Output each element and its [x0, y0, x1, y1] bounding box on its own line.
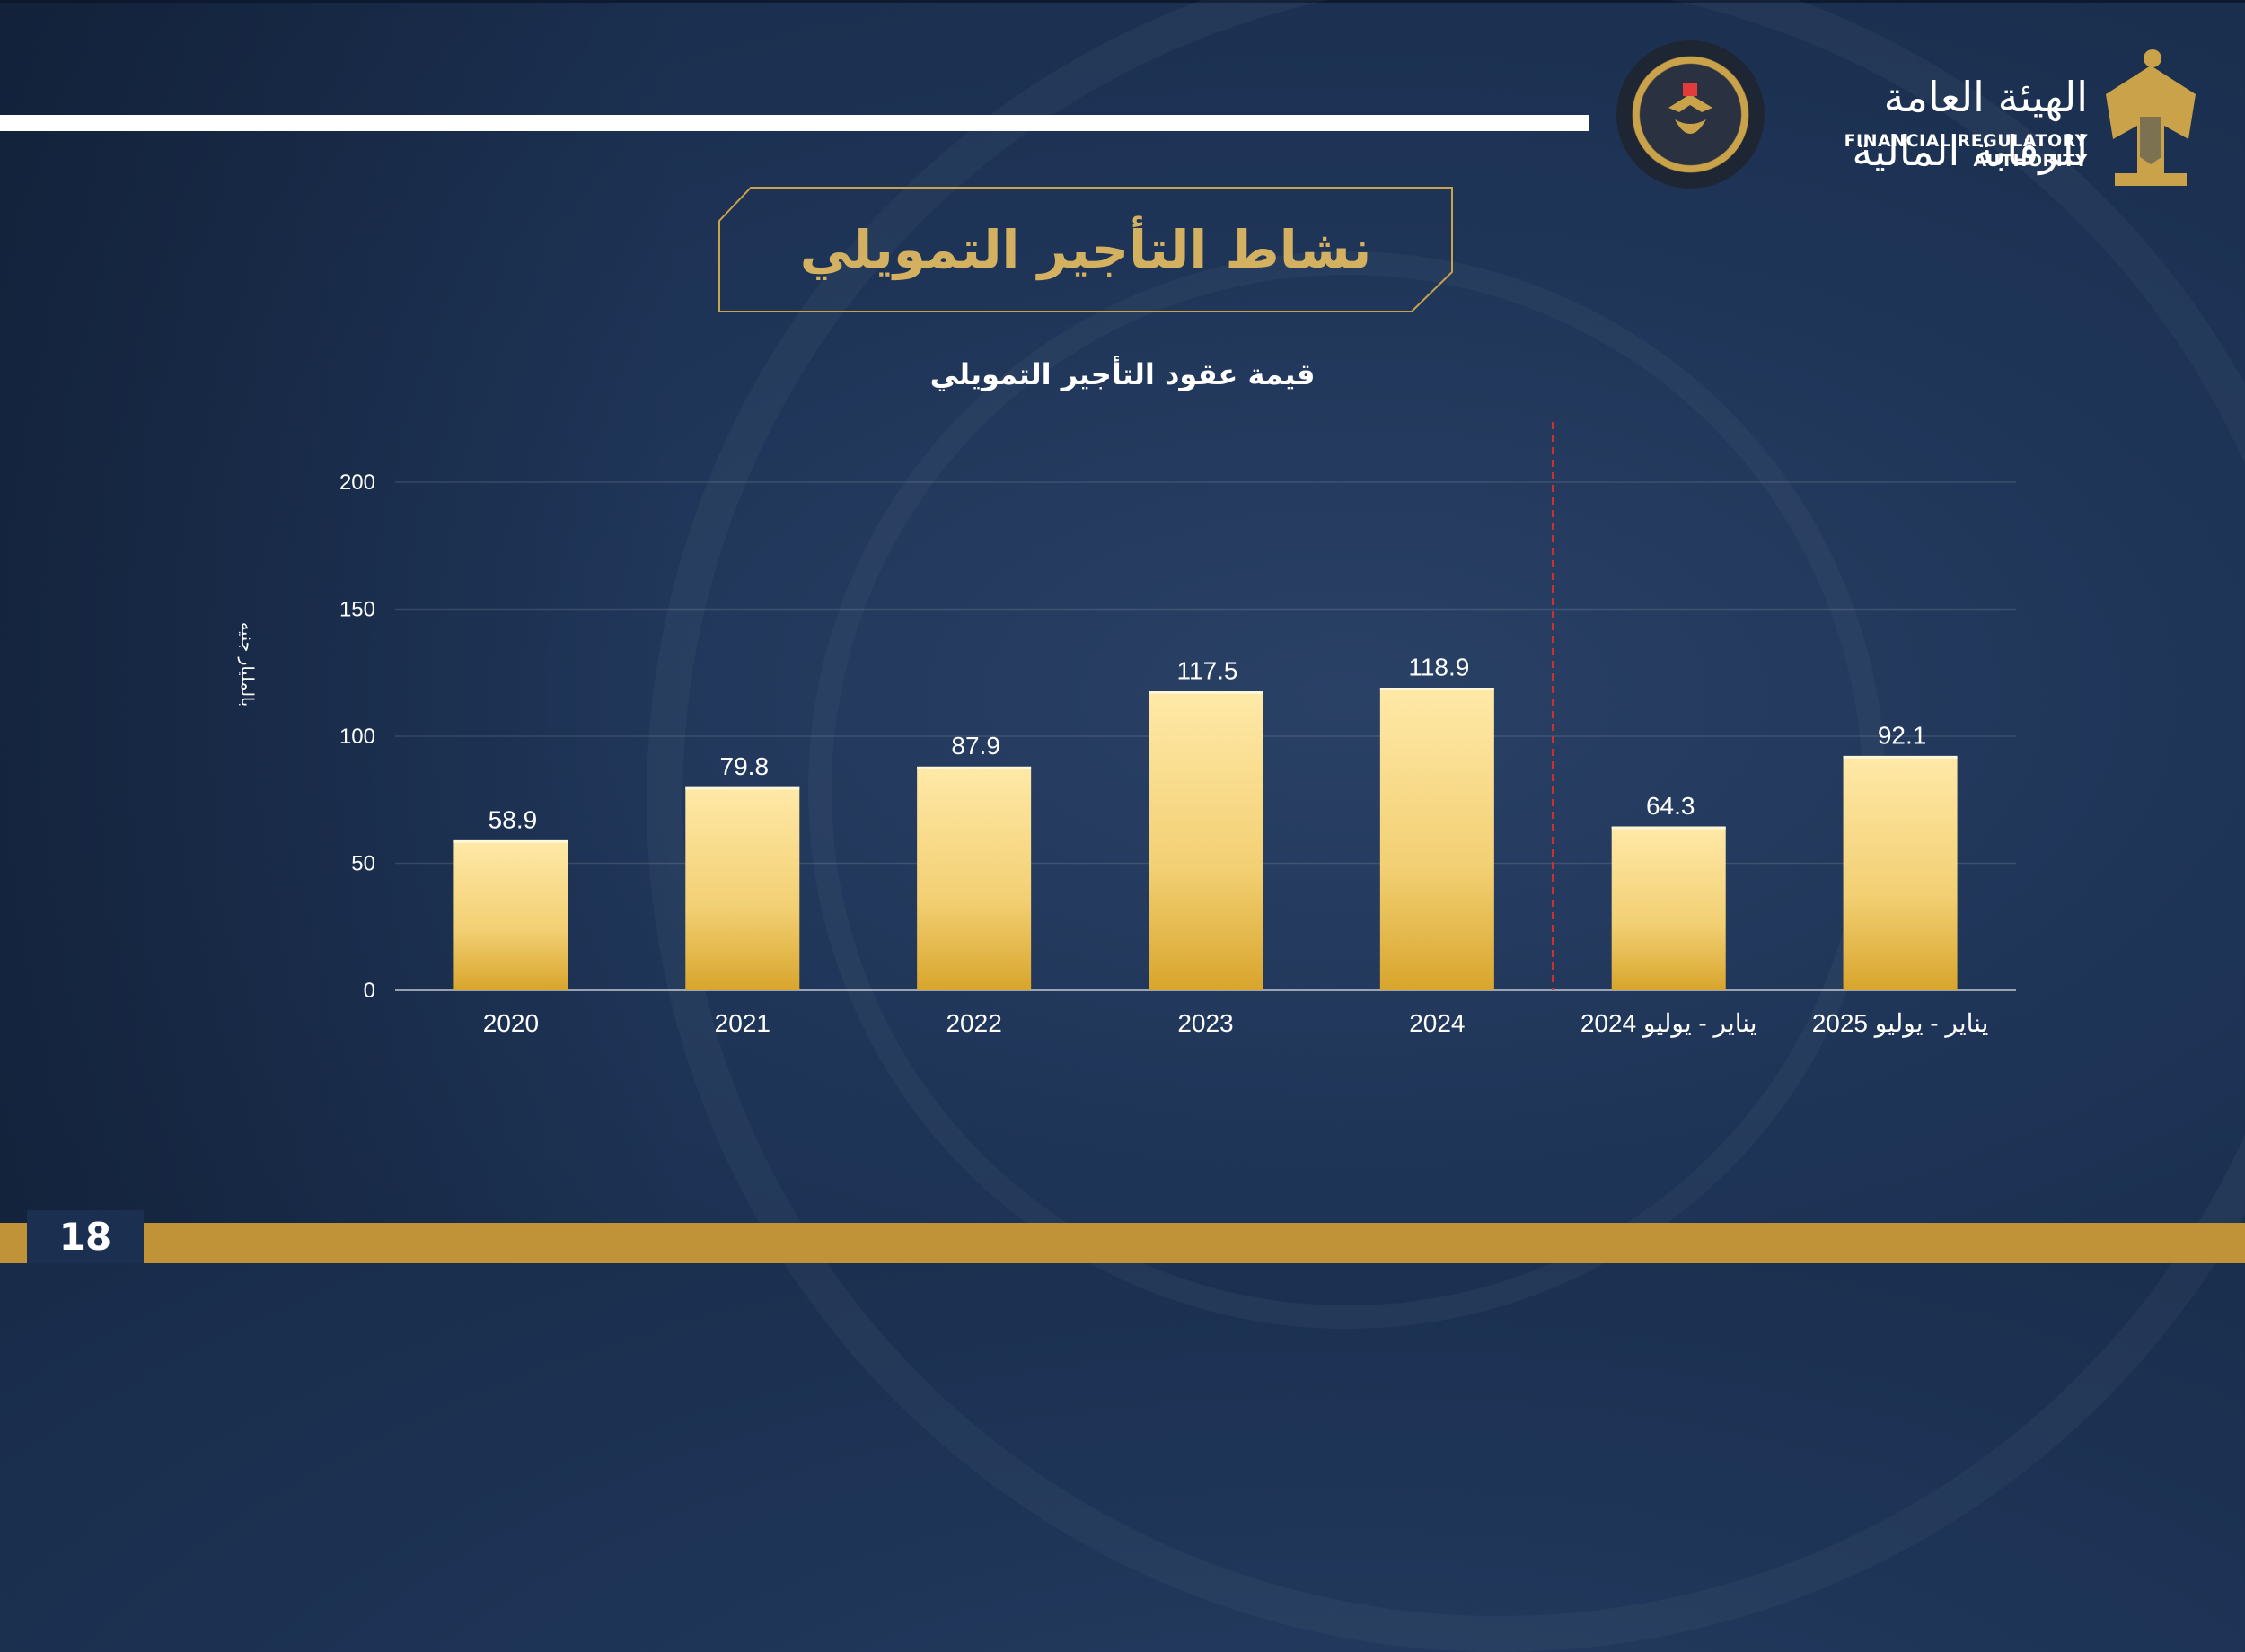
data-label: 64.3: [1646, 792, 1695, 820]
fra-seal-logo: [1616, 40, 1765, 189]
y-tick-label: 50: [351, 852, 375, 876]
x-tick-label: 2020: [483, 1009, 539, 1037]
x-tick-label: يناير - يوليو 2024: [1580, 1009, 1757, 1038]
egypt-eagle-emblem: [2097, 40, 2205, 189]
y-tick-label: 0: [364, 979, 375, 1003]
footer-bar: [0, 1223, 2245, 1263]
bar: [1611, 827, 1726, 990]
bar: [453, 840, 568, 990]
bar: [1843, 756, 1958, 990]
bar: [685, 787, 800, 990]
y-tick-label: 200: [339, 470, 375, 495]
bar: [1379, 688, 1494, 990]
data-label: 79.8: [720, 752, 770, 780]
x-tick-label: 2023: [1177, 1009, 1233, 1037]
background-photo-overlay: [0, 0, 682, 1263]
data-label: 118.9: [1408, 654, 1469, 681]
slide-title: نشاط التأجير التمويلي: [799, 219, 1372, 280]
page-number: 18: [27, 1210, 144, 1263]
title-frame: [718, 187, 1453, 312]
top-edge-line: [0, 0, 2245, 3]
authority-name-arabic: الهيئة العامة للرقابة المالية: [1852, 73, 2088, 175]
header-rule: [0, 115, 1589, 131]
authority-name-english: FINANCIAL REGULATORY AUTHORITY: [1844, 131, 2088, 171]
bar: [1149, 691, 1263, 990]
data-label: 87.9: [951, 732, 1000, 760]
bar: [917, 767, 1032, 990]
y-tick-label: 150: [339, 598, 375, 622]
bar-chart: 0 50 100 150 200 58.9 2020 79.8 2021 87.9 2022 117.…: [339, 422, 1989, 1038]
data-label: 92.1: [1878, 721, 1927, 749]
x-tick-label: 2024: [1409, 1009, 1465, 1037]
x-tick-label: 2022: [946, 1009, 1001, 1037]
y-tick-label: 100: [339, 725, 375, 749]
chart-title: قيمة عقود التأجير التمويلي: [929, 357, 1316, 391]
x-tick-label: يناير - يوليو 2025: [1812, 1009, 1989, 1038]
x-tick-label: 2021: [715, 1009, 770, 1037]
data-label: 58.9: [489, 805, 538, 833]
data-label: 117.5: [1177, 656, 1238, 684]
